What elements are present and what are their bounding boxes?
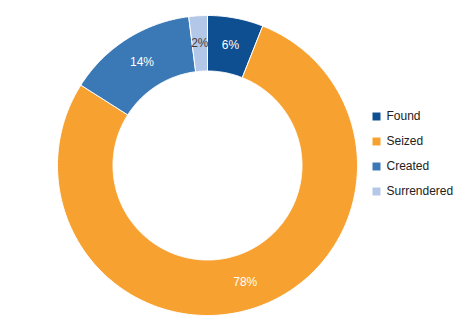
svg-text:Surrendered: Surrendered bbox=[387, 184, 454, 198]
svg-text:Seized: Seized bbox=[387, 134, 424, 148]
svg-text:14%: 14% bbox=[130, 55, 154, 69]
svg-text:2%: 2% bbox=[191, 36, 209, 50]
svg-text:Found: Found bbox=[387, 109, 421, 123]
svg-text:6%: 6% bbox=[222, 38, 240, 52]
svg-text:Created: Created bbox=[387, 159, 430, 173]
svg-text:78%: 78% bbox=[233, 275, 257, 289]
